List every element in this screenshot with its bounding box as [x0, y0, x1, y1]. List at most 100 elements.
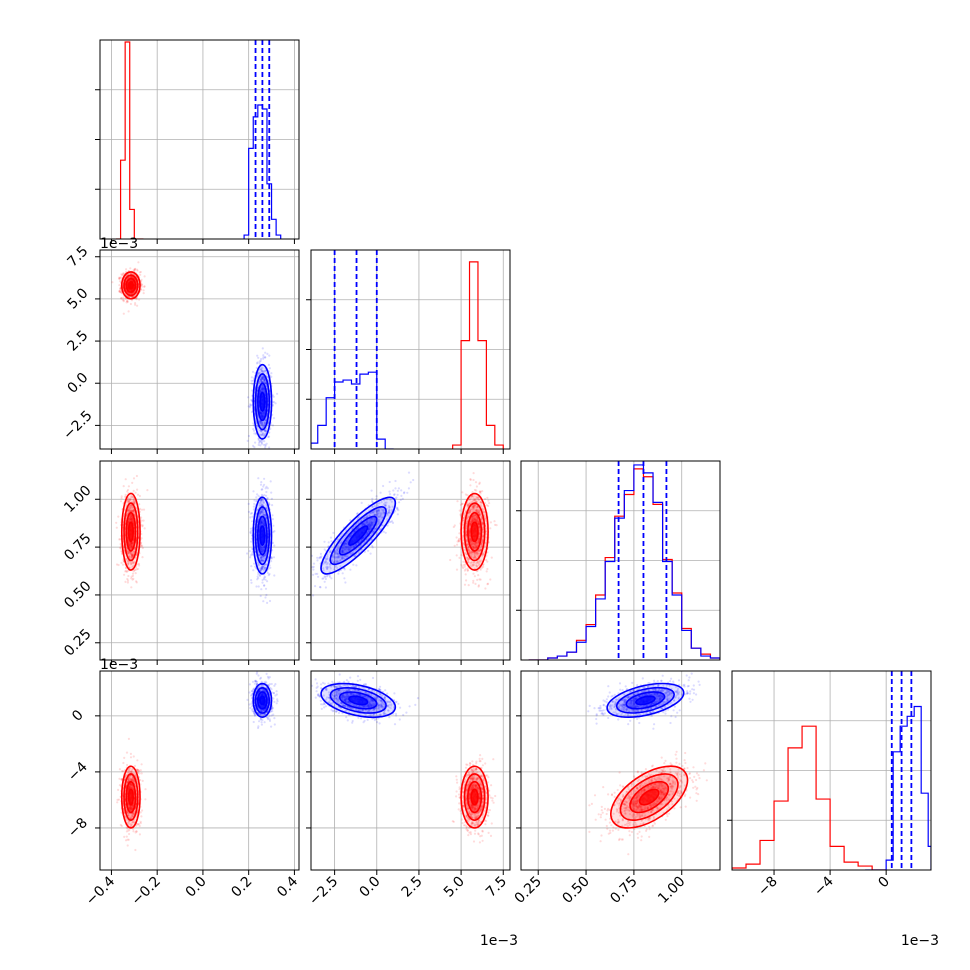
scatter-point — [472, 560, 475, 564]
scatter-point — [129, 546, 132, 550]
scatter-point — [382, 509, 385, 512]
scatter-point — [477, 520, 480, 523]
scatter-point — [256, 575, 259, 578]
scatter-point — [476, 517, 479, 521]
scatter-point — [266, 487, 269, 490]
scatter-point — [263, 566, 266, 569]
scatter-point — [119, 538, 122, 541]
scatter-point — [471, 519, 474, 522]
scatter-point — [261, 389, 264, 392]
scatter-point — [462, 563, 466, 567]
scatter-point — [260, 556, 263, 559]
scatter-point — [396, 507, 399, 510]
scatter-point — [126, 500, 129, 503]
scatter-point — [478, 482, 481, 485]
scatter-point — [264, 514, 267, 517]
scatter-point — [328, 565, 331, 568]
scatter-point — [130, 542, 133, 545]
scatter-point — [124, 493, 127, 496]
scatter-point — [251, 389, 254, 392]
scatter-point — [478, 564, 481, 567]
scatter-point — [265, 552, 268, 555]
scatter-point — [341, 550, 344, 553]
scatter-point — [122, 300, 125, 303]
scatter-point — [474, 546, 477, 549]
scatter-point — [130, 517, 133, 521]
scatter-point — [252, 444, 255, 447]
scatter-point — [266, 497, 269, 500]
scatter-point — [259, 371, 262, 374]
density-fill — [128, 282, 134, 289]
scatter-point — [131, 292, 134, 295]
scatter-point — [472, 506, 475, 509]
scatter-point — [134, 302, 137, 305]
scatter-point — [261, 386, 264, 389]
contour-line — [123, 502, 139, 562]
scatter-point — [260, 415, 264, 418]
scatter-point — [476, 561, 479, 564]
scatter-point — [377, 512, 380, 515]
scatter-point — [120, 495, 123, 498]
scatter-point — [132, 520, 135, 523]
scatter-point — [259, 546, 262, 549]
scatter-point — [264, 553, 267, 556]
scatter-point — [259, 420, 262, 423]
scatter-point — [264, 419, 267, 422]
scatter-point — [468, 524, 471, 527]
scatter-point — [137, 562, 141, 566]
scatter-point — [265, 494, 268, 497]
scatter-point — [262, 559, 265, 562]
scatter-point — [476, 519, 479, 522]
scatter-point — [476, 578, 479, 582]
scatter-point — [260, 388, 263, 391]
scatter-point — [334, 564, 338, 568]
scatter-point — [263, 521, 266, 524]
scatter-point — [262, 377, 265, 381]
scatter-point — [260, 376, 264, 379]
scatter-point — [472, 514, 476, 517]
scatter-point — [467, 584, 470, 587]
scatter-point — [123, 495, 127, 498]
scatter-point — [344, 546, 347, 549]
scatter-point — [326, 566, 329, 569]
scatter-point — [263, 483, 266, 486]
scatter-point — [332, 554, 335, 557]
scatter-point — [320, 555, 323, 558]
scatter-point — [136, 567, 139, 571]
scatter-point — [472, 478, 475, 482]
scatter-point — [262, 511, 265, 514]
scatter-point — [486, 560, 489, 563]
scatter-point — [376, 515, 379, 518]
scatter-point — [255, 433, 258, 436]
scatter-point — [473, 543, 476, 546]
scatter-point — [261, 564, 264, 567]
scatter-point — [456, 543, 459, 546]
scatter-point — [460, 563, 463, 567]
scatter-point — [133, 499, 136, 503]
scatter-point — [140, 537, 143, 540]
scatter-point — [128, 292, 131, 295]
scatter-point — [261, 413, 264, 416]
scatter-point — [264, 356, 267, 359]
scatter-point — [262, 387, 265, 390]
scatter-point — [260, 556, 263, 559]
scatter-point — [477, 496, 480, 499]
scatter-point — [260, 522, 263, 525]
scatter-point — [132, 570, 135, 573]
scatter-point — [468, 529, 471, 532]
scatter-point — [118, 538, 121, 541]
scatter-point — [260, 556, 263, 560]
scatter-point — [248, 550, 251, 553]
scatter-point — [259, 504, 262, 507]
scatter-point — [262, 556, 265, 560]
scatter-point — [247, 396, 250, 399]
scatter-point — [260, 412, 263, 415]
scatter-point — [475, 553, 478, 556]
scatter-point — [260, 442, 263, 445]
scatter-point — [396, 489, 399, 492]
scatter-point — [259, 420, 262, 423]
scatter-point — [260, 504, 264, 507]
scatter-point — [131, 519, 134, 522]
scatter-point — [127, 562, 130, 565]
hist-panel-2 — [516, 460, 721, 661]
